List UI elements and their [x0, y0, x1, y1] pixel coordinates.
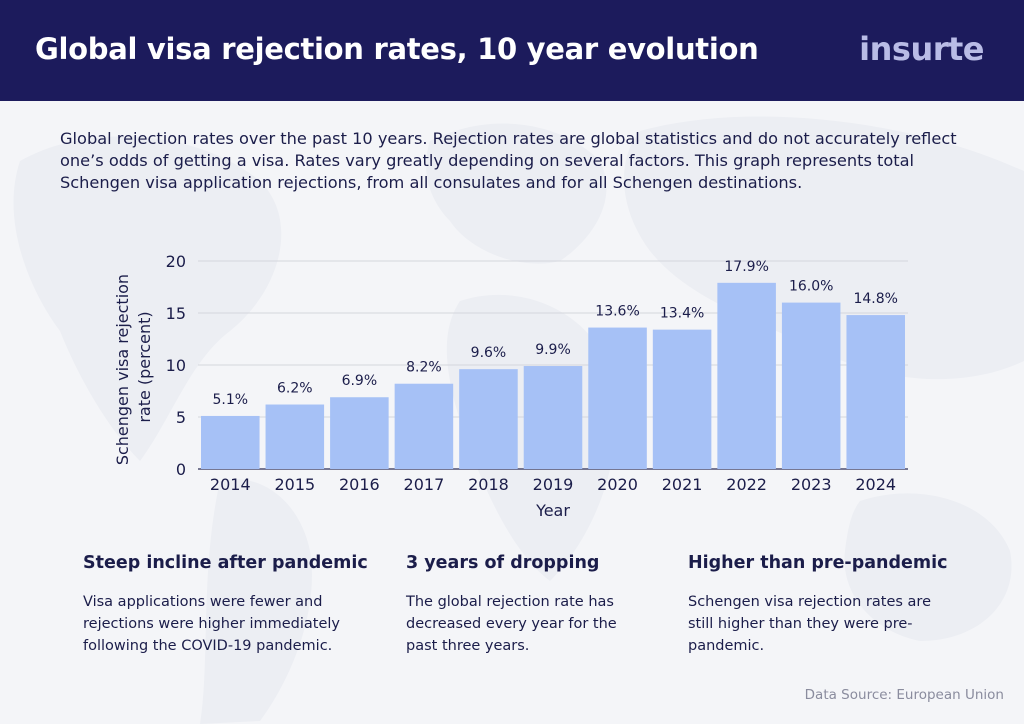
data-label-2017: 8.2% — [406, 360, 442, 376]
data-label-2014: 5.1% — [212, 392, 248, 408]
data-labels: 5.1% 6.2% 6.9% 8.2% 9.6% 9.9% 13.6% 13.4% 17.9% 1… — [212, 259, 897, 408]
bar-2017 — [394, 383, 454, 469]
y-axis-label-line-2: rate (percent) — [135, 311, 154, 422]
insight-title-1: Steep incline after pandemic — [83, 553, 368, 573]
bar-2023 — [781, 302, 841, 469]
bar-2021 — [652, 329, 712, 469]
data-label-2016: 6.9% — [342, 373, 378, 389]
y-tick-label: 5 — [176, 408, 186, 427]
chart-bars — [201, 282, 905, 469]
y-tick-label: 15 — [166, 304, 186, 323]
data-label-2015: 6.2% — [277, 381, 313, 397]
insight-body-1: Visa applications were fewer and rejecti… — [83, 594, 341, 654]
header-bar: Global visa rejection rates, 10 year evo… — [0, 0, 1024, 101]
bar-chart: 0 5 10 15 20 5.1% 6.2% 6.9% 8.2% 9.6% 9.9% 13.6% 13… — [113, 252, 908, 520]
bar-2022 — [717, 282, 776, 469]
brand-logo: insurte — [859, 30, 984, 68]
bar-2024 — [846, 315, 905, 469]
data-source-note: Data Source: European Union — [804, 687, 1004, 703]
bar-2018 — [459, 369, 518, 469]
x-axis-ticks: 2014 2015 2016 2017 2018 2019 2020 2021 2022 2023… — [210, 475, 896, 494]
bar-2020 — [588, 327, 647, 469]
x-tick-label-2024: 2024 — [855, 475, 896, 494]
x-tick-label-2018: 2018 — [468, 475, 509, 494]
intro-paragraph: Global rejection rates over the past 10 … — [60, 129, 957, 192]
page-title: Global visa rejection rates, 10 year evo… — [35, 32, 759, 66]
x-tick-label-2015: 2015 — [274, 475, 315, 494]
y-tick-label: 10 — [166, 356, 186, 375]
insight-column-2: 3 years of dropping The global rejection… — [406, 553, 696, 657]
x-tick-label-2014: 2014 — [210, 475, 251, 494]
insight-body-3: Schengen visa rejection rates are still … — [688, 594, 931, 654]
x-tick-label-2019: 2019 — [533, 475, 574, 494]
x-tick-label-2022: 2022 — [726, 475, 767, 494]
y-tick-label: 20 — [166, 252, 186, 271]
x-axis-label: Year — [535, 501, 570, 520]
data-label-2024: 14.8% — [853, 291, 897, 307]
data-label-2023: 16.0% — [789, 279, 833, 295]
insight-column-1: Steep incline after pandemic Visa applic… — [83, 553, 373, 657]
x-tick-label-2016: 2016 — [339, 475, 380, 494]
insight-body-2: The global rejection rate has decreased … — [406, 594, 617, 654]
data-label-2020: 13.6% — [595, 304, 639, 320]
insight-column-3: Higher than pre-pandemic Schengen visa r… — [688, 553, 978, 657]
bar-2016 — [330, 397, 389, 469]
bar-2014 — [201, 415, 260, 469]
y-axis-label-line-1: Schengen visa rejection — [113, 274, 132, 465]
x-tick-label-2021: 2021 — [662, 475, 703, 494]
data-label-2022: 17.9% — [724, 259, 768, 275]
y-axis-ticks: 0 5 10 15 20 — [166, 252, 186, 479]
x-tick-label-2020: 2020 — [597, 475, 638, 494]
y-tick-label: 0 — [176, 460, 186, 479]
data-label-2018: 9.6% — [471, 345, 507, 361]
data-label-2021: 13.4% — [660, 306, 704, 322]
x-tick-label-2017: 2017 — [404, 475, 445, 494]
data-label-2019: 9.9% — [535, 342, 571, 358]
y-axis-label: Schengen visa rejection rate (percent) — [113, 269, 154, 465]
bar-2015 — [265, 404, 325, 469]
insight-title-2: 3 years of dropping — [406, 553, 600, 573]
x-tick-label-2023: 2023 — [791, 475, 832, 494]
bar-2019 — [523, 366, 583, 469]
insight-title-3: Higher than pre-pandemic — [688, 553, 948, 573]
